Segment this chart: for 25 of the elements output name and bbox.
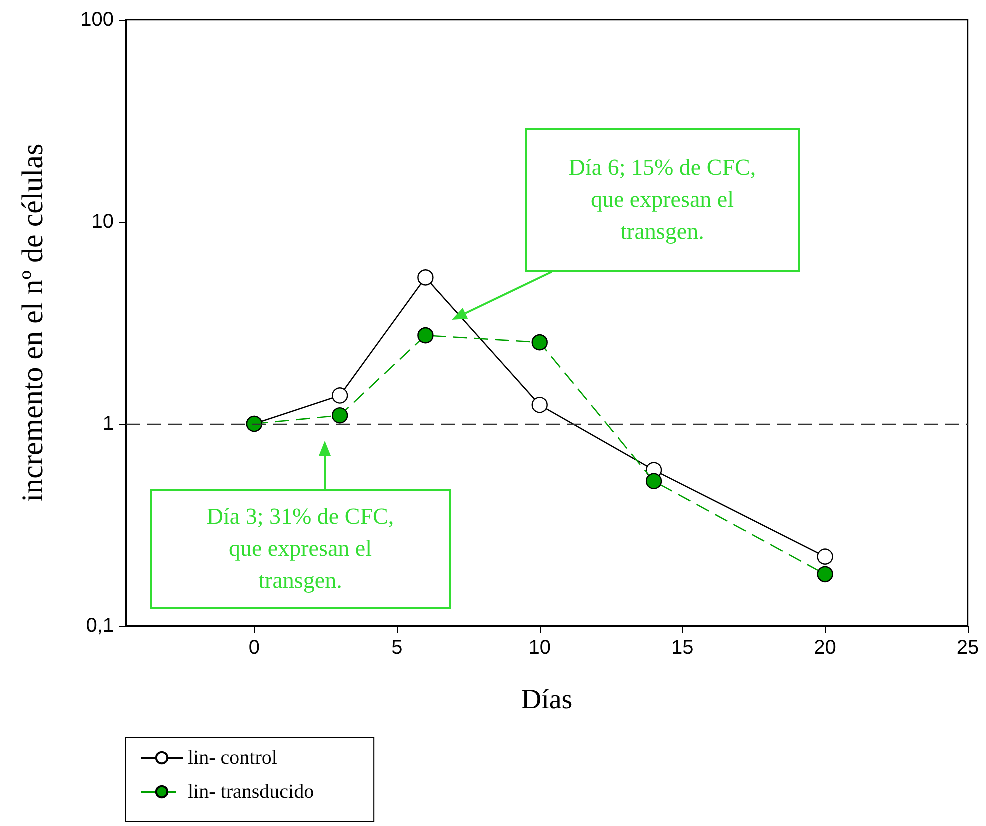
point [817,548,834,565]
legend-label: lin- transducido [188,781,314,803]
x-axis-title: Días [521,684,573,716]
legend-label: lin- control [188,747,278,769]
x-tick-label: 15 [671,637,694,659]
y-tick-label: 100 [80,9,114,31]
point [817,566,834,583]
point [418,327,434,344]
x-tick-label: 20 [814,637,836,659]
y-axis-title: incremento en el nº de células [16,144,50,502]
point [646,473,662,490]
point [418,270,434,286]
note-box: Día 3; 31% de CFC, que expresan el transgen. [150,489,451,609]
x-tick-label: 10 [528,637,551,659]
point [332,408,348,424]
y-tick-label: 0,1 [86,615,114,637]
x-tick-label: 0 [248,637,260,659]
note-box: Día 6; 15% de CFC, que expresan el transgen. [525,128,800,272]
point [532,397,548,414]
y-tick-label: 10 [92,211,114,233]
x-tick-label: 5 [392,637,403,659]
point [332,388,348,404]
x-tick-label: 25 [956,637,980,659]
y-tick-label: 1 [102,413,114,435]
point [532,334,548,351]
